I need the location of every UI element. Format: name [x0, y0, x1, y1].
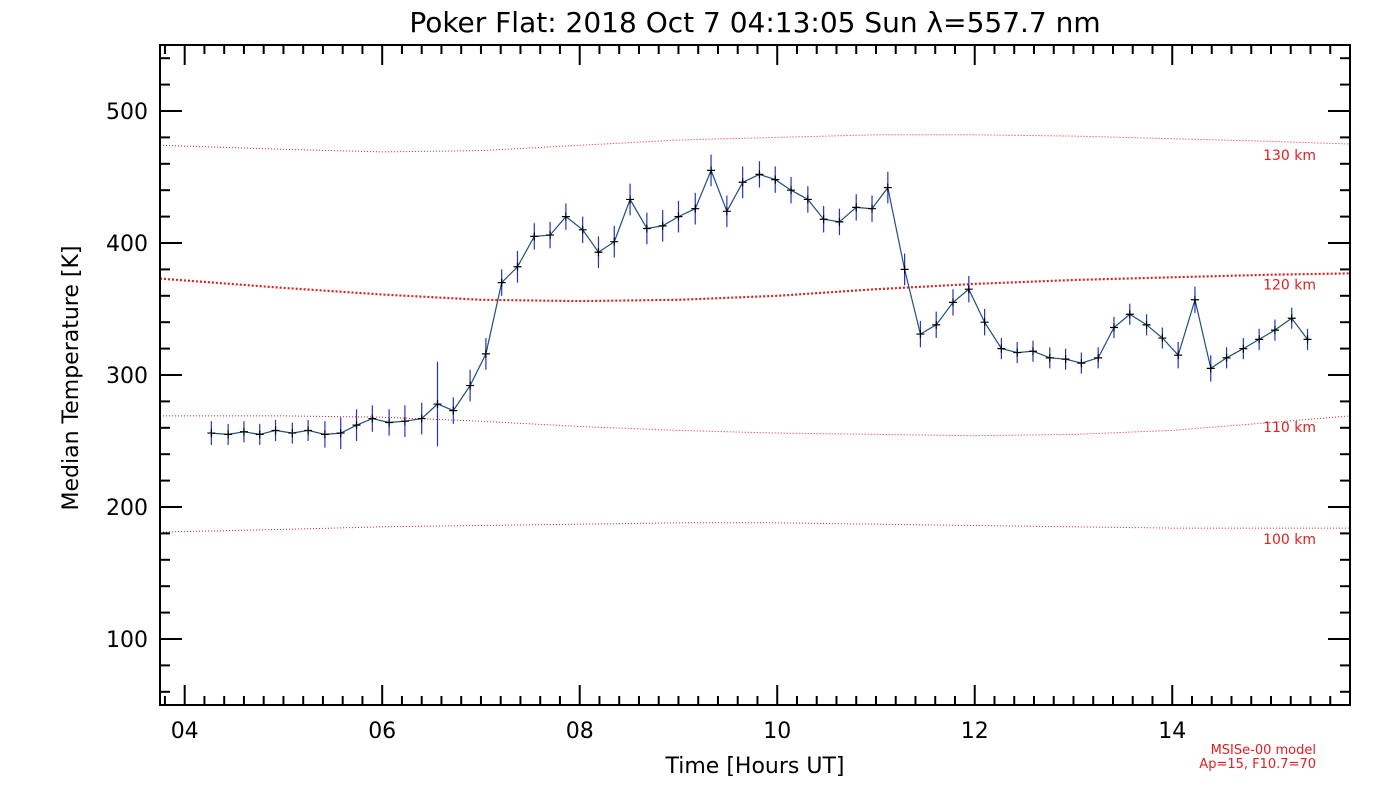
model-curves: 130 km 120 km 110 km 100 km	[159, 134, 1351, 548]
data-point	[1109, 323, 1118, 332]
data-point	[916, 330, 925, 339]
x-axis-label: Time [Hours UT]	[665, 754, 845, 779]
data-point	[868, 204, 877, 213]
data-point	[352, 421, 361, 430]
data-point	[271, 426, 280, 435]
data-point	[964, 285, 973, 294]
chart-title: Poker Flat: 2018 Oct 7 04:13:05 Sun λ=55…	[409, 6, 1100, 39]
data-point	[466, 381, 475, 390]
data-point	[658, 221, 667, 230]
data-point	[691, 204, 700, 213]
data-point	[997, 344, 1006, 353]
data-point	[561, 212, 570, 221]
data-point	[722, 207, 731, 216]
data-point	[642, 224, 651, 233]
data-point	[433, 400, 442, 409]
y-axis-label: Median Temperature [K]	[59, 246, 84, 511]
model-curve	[159, 272, 1351, 303]
data-point	[819, 215, 828, 224]
data-point	[852, 203, 861, 212]
data-point	[1190, 295, 1199, 304]
y-tick-label: 100	[106, 628, 148, 653]
data-point	[1287, 314, 1296, 323]
x-tick-label: 12	[961, 719, 989, 744]
data-point	[610, 237, 619, 246]
data-point	[835, 217, 844, 226]
data-point	[1222, 353, 1231, 362]
data-point	[449, 406, 458, 415]
model-curve	[160, 415, 1351, 437]
data-point	[1158, 334, 1167, 343]
data-point	[385, 418, 394, 427]
data-point	[304, 426, 313, 435]
data-point	[1270, 326, 1279, 335]
data-point	[207, 429, 216, 438]
data-point	[949, 298, 958, 307]
data-point	[239, 427, 248, 436]
data-point	[674, 212, 683, 221]
data-point	[513, 262, 522, 271]
data-point	[1029, 347, 1037, 356]
y-tick-label: 200	[106, 496, 148, 521]
data-point	[1174, 351, 1183, 360]
data-point	[368, 414, 377, 423]
data-point	[787, 186, 796, 195]
data-point	[336, 429, 345, 438]
data-point	[771, 175, 780, 184]
data-point	[400, 417, 409, 426]
data-point	[1013, 348, 1022, 357]
data-point	[626, 195, 635, 204]
model-curve	[159, 522, 1350, 533]
data-point	[1061, 355, 1070, 364]
model-annotation-line2: Ap=15, F10.7=70	[1199, 757, 1316, 772]
x-tick-label: 08	[566, 719, 594, 744]
data-series	[207, 154, 1312, 449]
data-point	[288, 429, 297, 438]
data-point	[224, 430, 233, 439]
x-tick-label: 06	[368, 719, 396, 744]
data-point	[1255, 335, 1264, 344]
data-point	[1094, 353, 1103, 362]
data-point	[1303, 335, 1312, 344]
data-point	[707, 166, 716, 175]
data-point	[320, 430, 329, 439]
data-point	[481, 349, 490, 358]
data-point	[530, 232, 539, 241]
data-point	[1239, 344, 1248, 353]
model-curve-label: 130 km	[1263, 148, 1316, 164]
data-point	[1045, 353, 1054, 362]
model-curve-label: 100 km	[1263, 532, 1316, 548]
model-curve-label: 110 km	[1263, 420, 1316, 436]
model-curve	[159, 134, 1351, 153]
data-point	[932, 320, 941, 329]
axes: 04 06 08 10 12 14 100 200 300 400 500	[106, 45, 1351, 744]
data-point	[1077, 359, 1086, 368]
y-tick-label: 400	[106, 232, 148, 257]
x-tick-label: 04	[171, 719, 199, 744]
data-point	[417, 414, 426, 423]
data-point	[1125, 310, 1134, 319]
y-tick-label: 500	[106, 100, 148, 125]
data-point	[255, 430, 264, 439]
data-point	[594, 248, 603, 257]
data-point	[755, 170, 764, 179]
data-point	[980, 318, 989, 327]
data-point	[578, 225, 587, 234]
data-point	[883, 183, 892, 192]
x-tick-label: 10	[763, 719, 791, 744]
plot-frame	[159, 44, 1351, 706]
x-tick-label: 14	[1158, 719, 1186, 744]
data-point	[1206, 364, 1215, 373]
data-point	[497, 278, 506, 287]
data-point	[1142, 320, 1151, 329]
y-tick-label: 300	[106, 364, 148, 389]
model-annotation-line1: MSISe-00 model	[1211, 743, 1316, 758]
data-point	[546, 231, 555, 240]
data-point	[738, 178, 747, 187]
data-point	[803, 195, 812, 204]
model-curve-label: 120 km	[1263, 277, 1316, 293]
data-point	[900, 265, 909, 274]
data-line	[211, 168, 1308, 436]
